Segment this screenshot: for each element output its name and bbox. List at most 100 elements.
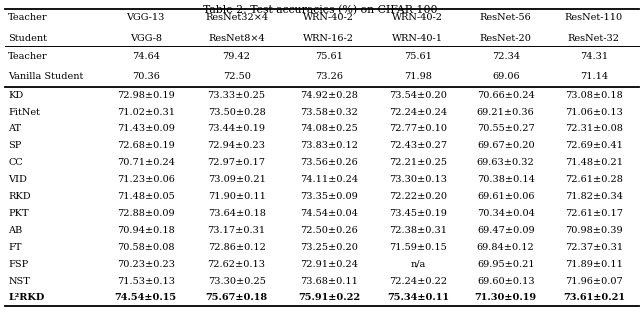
Text: CC: CC <box>8 158 23 167</box>
Text: WRN-40-2: WRN-40-2 <box>303 13 355 22</box>
Text: 75.34±0.11: 75.34±0.11 <box>387 293 449 302</box>
Text: WRN-40-1: WRN-40-1 <box>392 34 444 43</box>
Text: SP: SP <box>8 141 22 150</box>
Text: 72.94±0.23: 72.94±0.23 <box>207 141 266 150</box>
Text: 75.91±0.22: 75.91±0.22 <box>298 293 360 302</box>
Text: 70.38±0.14: 70.38±0.14 <box>477 175 534 184</box>
Text: 73.17±0.31: 73.17±0.31 <box>207 226 266 235</box>
Text: AT: AT <box>8 124 22 134</box>
Text: 72.50±0.26: 72.50±0.26 <box>300 226 358 235</box>
Text: ResNet32×4: ResNet32×4 <box>205 13 268 22</box>
Text: 74.54±0.15: 74.54±0.15 <box>115 293 177 302</box>
Text: 72.38±0.31: 72.38±0.31 <box>389 226 447 235</box>
Text: 73.26: 73.26 <box>315 72 343 81</box>
Text: 69.67±0.20: 69.67±0.20 <box>477 141 534 150</box>
Text: 71.82±0.34: 71.82±0.34 <box>565 192 623 201</box>
Text: 70.71±0.24: 70.71±0.24 <box>116 158 175 167</box>
Text: 73.35±0.09: 73.35±0.09 <box>300 192 358 201</box>
Text: 72.86±0.12: 72.86±0.12 <box>207 243 266 252</box>
Text: 72.24±0.22: 72.24±0.22 <box>389 276 447 285</box>
Text: VID: VID <box>8 175 27 184</box>
Text: 71.90±0.11: 71.90±0.11 <box>207 192 266 201</box>
Text: 70.58±0.08: 70.58±0.08 <box>117 243 174 252</box>
Text: ResNet-56: ResNet-56 <box>480 13 532 22</box>
Text: 73.68±0.11: 73.68±0.11 <box>300 276 358 285</box>
Text: 73.83±0.12: 73.83±0.12 <box>300 141 358 150</box>
Text: PKT: PKT <box>8 209 29 218</box>
Text: 73.33±0.25: 73.33±0.25 <box>207 91 266 100</box>
Text: 71.53±0.13: 71.53±0.13 <box>116 276 175 285</box>
Text: 74.92±0.28: 74.92±0.28 <box>300 91 358 100</box>
Text: 72.24±0.24: 72.24±0.24 <box>389 108 447 117</box>
Text: 69.47±0.09: 69.47±0.09 <box>477 226 534 235</box>
Text: 75.67±0.18: 75.67±0.18 <box>205 293 268 302</box>
Text: AB: AB <box>8 226 22 235</box>
Text: 69.84±0.12: 69.84±0.12 <box>477 243 534 252</box>
Text: 72.88±0.09: 72.88±0.09 <box>117 209 175 218</box>
Text: 73.45±0.19: 73.45±0.19 <box>389 209 447 218</box>
Text: L²RKD: L²RKD <box>8 293 45 302</box>
Text: 73.54±0.20: 73.54±0.20 <box>389 91 447 100</box>
Text: 72.31±0.08: 72.31±0.08 <box>565 124 623 134</box>
Text: 74.64: 74.64 <box>132 52 159 61</box>
Text: 74.11±0.24: 74.11±0.24 <box>300 175 358 184</box>
Text: WRN-40-2: WRN-40-2 <box>392 13 444 22</box>
Text: 72.61±0.28: 72.61±0.28 <box>565 175 623 184</box>
Text: 71.96±0.07: 71.96±0.07 <box>565 276 623 285</box>
Text: 73.56±0.26: 73.56±0.26 <box>300 158 358 167</box>
Text: FSP: FSP <box>8 260 29 269</box>
Text: KD: KD <box>8 91 24 100</box>
Text: 75.61: 75.61 <box>315 52 343 61</box>
Text: 72.21±0.25: 72.21±0.25 <box>389 158 447 167</box>
Text: 74.31: 74.31 <box>580 52 608 61</box>
Text: 69.60±0.13: 69.60±0.13 <box>477 276 534 285</box>
Text: 74.08±0.25: 74.08±0.25 <box>300 124 358 134</box>
Text: 73.58±0.32: 73.58±0.32 <box>300 108 358 117</box>
Text: 70.98±0.39: 70.98±0.39 <box>565 226 623 235</box>
Text: WRN-16-2: WRN-16-2 <box>303 34 355 43</box>
Text: 73.09±0.21: 73.09±0.21 <box>207 175 266 184</box>
Text: 72.43±0.27: 72.43±0.27 <box>389 141 447 150</box>
Text: 73.25±0.20: 73.25±0.20 <box>300 243 358 252</box>
Text: n/a: n/a <box>410 260 426 269</box>
Text: 71.43±0.09: 71.43±0.09 <box>116 124 175 134</box>
Text: 72.34: 72.34 <box>492 52 520 61</box>
Text: 69.06: 69.06 <box>492 72 520 81</box>
Text: Student: Student <box>8 34 47 43</box>
Text: 72.77±0.10: 72.77±0.10 <box>389 124 447 134</box>
Text: 71.02±0.31: 71.02±0.31 <box>116 108 175 117</box>
Text: 73.44±0.19: 73.44±0.19 <box>207 124 266 134</box>
Text: 72.50: 72.50 <box>223 72 250 81</box>
Text: 73.08±0.18: 73.08±0.18 <box>565 91 623 100</box>
Text: 72.97±0.17: 72.97±0.17 <box>207 158 266 167</box>
Text: 70.66±0.24: 70.66±0.24 <box>477 91 534 100</box>
Text: Table 2: Test accuracies (%) on CIFAR-100: Table 2: Test accuracies (%) on CIFAR-10… <box>203 5 437 16</box>
Text: 72.62±0.13: 72.62±0.13 <box>207 260 266 269</box>
Text: 73.30±0.13: 73.30±0.13 <box>389 175 447 184</box>
Text: NST: NST <box>8 276 30 285</box>
Text: 70.55±0.27: 70.55±0.27 <box>477 124 534 134</box>
Text: 70.23±0.23: 70.23±0.23 <box>116 260 175 269</box>
Text: Teacher: Teacher <box>8 52 48 61</box>
Text: 71.06±0.13: 71.06±0.13 <box>565 108 623 117</box>
Text: VGG-8: VGG-8 <box>130 34 162 43</box>
Text: 72.22±0.20: 72.22±0.20 <box>389 192 447 201</box>
Text: 74.54±0.04: 74.54±0.04 <box>300 209 358 218</box>
Text: 73.50±0.28: 73.50±0.28 <box>208 108 266 117</box>
Text: 70.94±0.18: 70.94±0.18 <box>116 226 175 235</box>
Text: 73.61±0.21: 73.61±0.21 <box>563 293 625 302</box>
Text: 72.69±0.41: 72.69±0.41 <box>565 141 623 150</box>
Text: 71.89±0.11: 71.89±0.11 <box>565 260 623 269</box>
Text: 79.42: 79.42 <box>223 52 251 61</box>
Text: ResNet-20: ResNet-20 <box>480 34 532 43</box>
Text: 72.68±0.19: 72.68±0.19 <box>116 141 175 150</box>
Text: 72.91±0.24: 72.91±0.24 <box>300 260 358 269</box>
Text: 73.64±0.18: 73.64±0.18 <box>207 209 266 218</box>
Text: 71.59±0.15: 71.59±0.15 <box>389 243 447 252</box>
Text: ResNet8×4: ResNet8×4 <box>208 34 265 43</box>
Text: FT: FT <box>8 243 22 252</box>
Text: 69.95±0.21: 69.95±0.21 <box>477 260 534 269</box>
Text: VGG-13: VGG-13 <box>127 13 165 22</box>
Text: 70.36: 70.36 <box>132 72 159 81</box>
Text: 72.61±0.17: 72.61±0.17 <box>565 209 623 218</box>
